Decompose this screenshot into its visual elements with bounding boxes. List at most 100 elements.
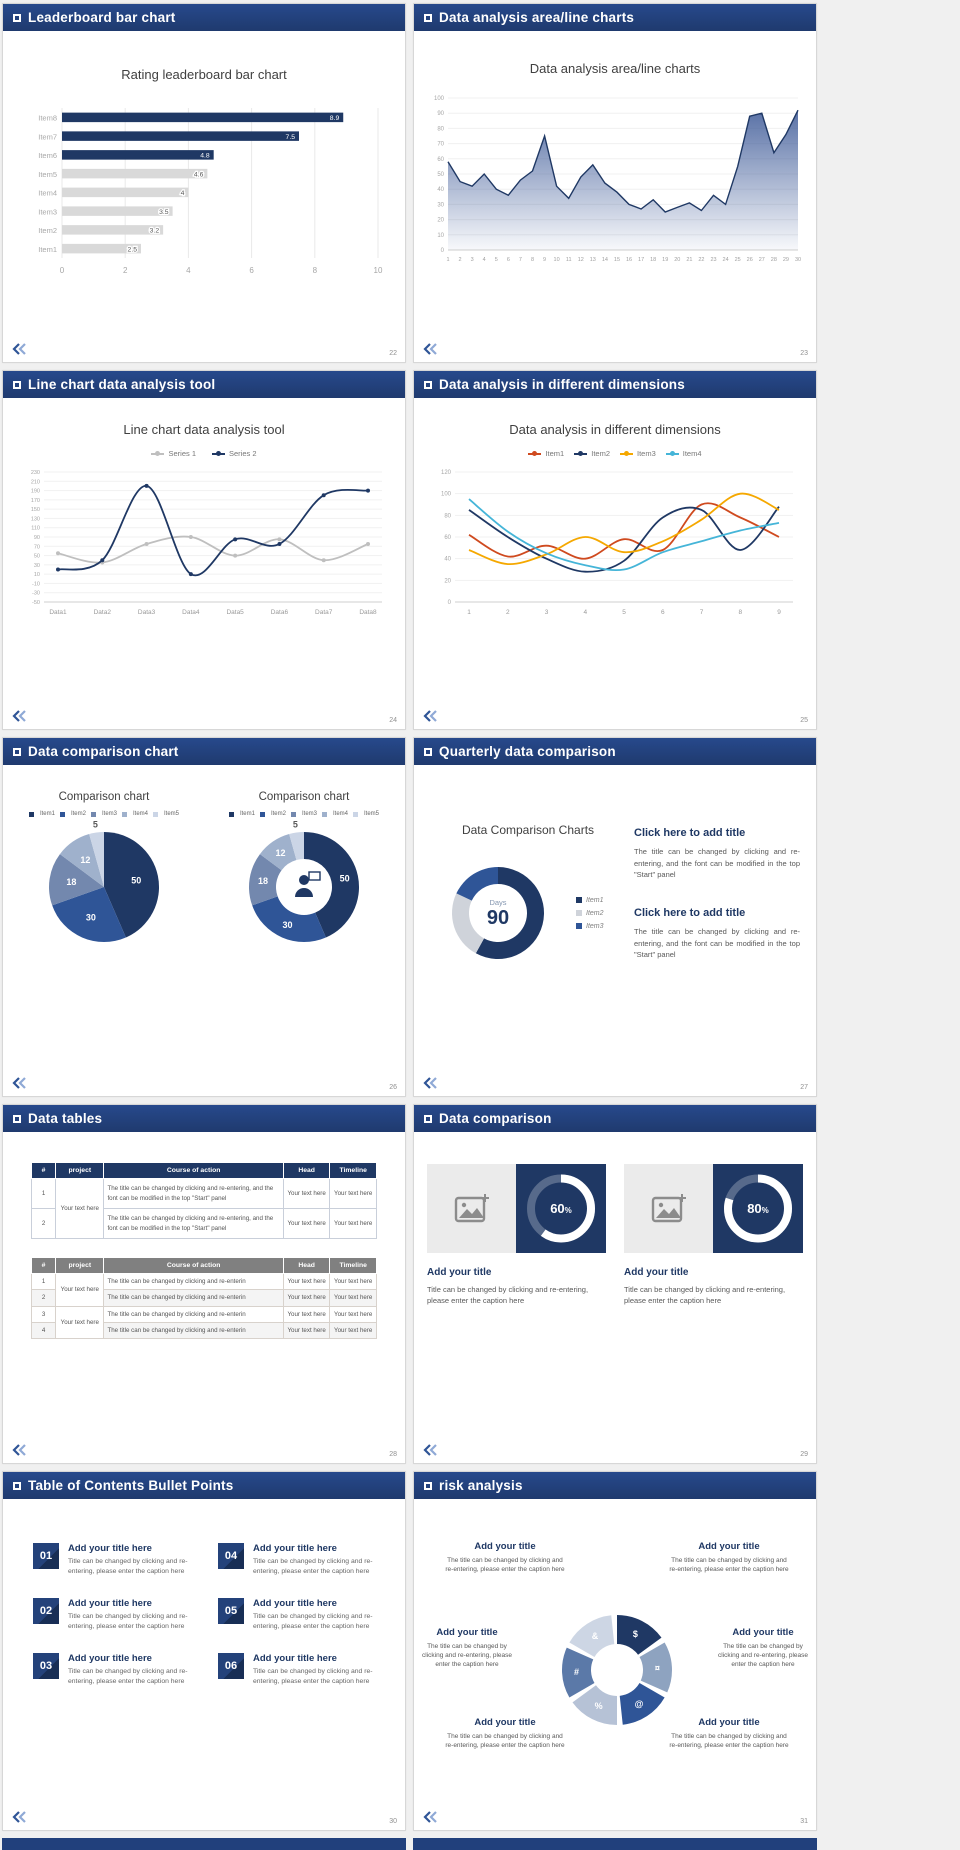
gauge-percent-label: 80% (747, 1201, 769, 1216)
slide-data-analysis-dimensions[interactable]: Data analysis in different dimensions Da… (413, 370, 817, 730)
square-bullet-icon (13, 1114, 21, 1123)
svg-text:Data4: Data4 (182, 609, 200, 616)
chart-title: Data analysis in different dimensions (509, 422, 721, 437)
slide-data-tables[interactable]: Data tables # project Course of action H… (2, 1104, 406, 1464)
table-cell: Your text here (329, 1178, 377, 1209)
svg-text:4: 4 (181, 190, 185, 197)
svg-text:70: 70 (34, 544, 40, 550)
slide-header-title: Data comparison (439, 1111, 552, 1126)
block-caption: The title can be changed by clicking and… (718, 1643, 808, 1669)
svg-text:40: 40 (444, 557, 451, 563)
table-cell: 1 (30, 1272, 57, 1291)
svg-text:30: 30 (34, 563, 40, 569)
legend-swatch (59, 811, 65, 817)
block-title: Add your title (698, 1541, 760, 1552)
table-header-row: # project Course of action Head Timeline (30, 1162, 377, 1179)
toc-number-badge: 01 (33, 1543, 59, 1569)
svg-text:50: 50 (131, 875, 141, 885)
data-table-gray: # project Course of action Head Timeline… (30, 1257, 377, 1340)
slide-data-comparison-chart[interactable]: Data comparison chart Comparison chart I… (2, 737, 406, 1097)
slide-line-chart-tool[interactable]: Line chart data analysis tool Line chart… (2, 370, 406, 730)
table-cell: 2 (30, 1208, 57, 1239)
svg-text:120: 120 (441, 470, 452, 476)
svg-text:2.5: 2.5 (128, 246, 138, 253)
risk-text-block: Add your title The title can be changed b… (416, 1627, 518, 1669)
donut-gauge-panel: Data Comparison Charts Days 90 Item1 Ite… (414, 765, 630, 987)
chart-title: Comparison chart (58, 791, 150, 803)
svg-text:20: 20 (444, 578, 451, 584)
donut-chart: 50 30 18 12 5 (249, 820, 360, 943)
coins-icon: ¤ (655, 1663, 660, 1673)
table-cell: The title can be changed by clicking and… (103, 1208, 284, 1239)
next-row-slide-partial[interactable] (2, 1838, 406, 1850)
legend-label: Item2 (591, 449, 610, 458)
table-header-cell: Course of action (103, 1162, 284, 1179)
svg-text:50: 50 (437, 172, 444, 178)
brand-logo-icon (423, 343, 437, 355)
svg-text:4: 4 (186, 266, 191, 275)
svg-text:20: 20 (674, 257, 680, 263)
slide-risk-analysis[interactable]: risk analysis $ ¤ @% # & Add your title The t… (413, 1471, 817, 1831)
slide-toc-bullet-points[interactable]: Table of Contents Bullet Points 01 Add y… (2, 1471, 406, 1831)
svg-text:230: 230 (31, 470, 40, 476)
next-row-slide-partial[interactable] (413, 1838, 817, 1850)
svg-text:Data3: Data3 (138, 609, 156, 616)
block-caption: The title can be changed by clicking and… (669, 1733, 789, 1750)
page-number: 22 (389, 350, 397, 357)
slide-area-line-charts[interactable]: Data analysis area/line charts Data anal… (413, 3, 817, 363)
toc-title: Add your title here (68, 1598, 152, 1610)
block-title: Click here to add title (634, 906, 746, 919)
slide-grid: Leaderboard bar chart Rating leaderboard… (2, 3, 817, 1831)
slide-header-bar: Data tables (3, 1105, 405, 1132)
brand-logo-icon (423, 710, 437, 722)
slide-data-comparison-gauges[interactable]: Data comparison 60% (413, 1104, 817, 1464)
table-cell: Your text here (329, 1305, 377, 1323)
chart-title: Rating leaderboard bar chart (121, 67, 287, 82)
svg-text:-30: -30 (32, 591, 40, 597)
risk-text-block: Add your title The title can be changed b… (668, 1541, 790, 1574)
table-cell: The title can be changed by clicking and… (103, 1289, 284, 1307)
square-bullet-icon (424, 1114, 432, 1123)
svg-text:30: 30 (282, 920, 292, 930)
slide-header-bar: Leaderboard bar chart (3, 4, 405, 31)
chart-legend: Item1 Item2 Item3 Item4 Item5 (8, 811, 200, 817)
legend-swatch (90, 811, 96, 817)
slide-header-bar: Data comparison (414, 1105, 816, 1132)
svg-text:26: 26 (747, 257, 753, 263)
toc-number-badge: 02 (33, 1598, 59, 1625)
svg-text:8.9: 8.9 (330, 115, 340, 122)
slide-leaderboard-bar-chart[interactable]: Leaderboard bar chart Rating leaderboard… (2, 3, 406, 363)
image-placeholder-icon (454, 1193, 489, 1222)
svg-text:3: 3 (545, 609, 549, 616)
legend-item: Item4 (322, 811, 348, 817)
svg-text:30: 30 (795, 257, 801, 263)
page-number: 29 (800, 1451, 808, 1458)
svg-text:80: 80 (437, 126, 444, 132)
toc-number-badge: 04 (218, 1543, 244, 1569)
slide-header-title: Leaderboard bar chart (28, 10, 176, 25)
svg-text:90: 90 (437, 111, 444, 117)
slide-header-title: Table of Contents Bullet Points (28, 1478, 234, 1493)
series-marker-icon (212, 451, 225, 456)
svg-text:10: 10 (554, 257, 560, 263)
user-icon: @ (635, 1699, 644, 1709)
svg-text:4.8: 4.8 (200, 153, 210, 160)
svg-text:40: 40 (437, 187, 444, 193)
table-row: 1 Your text here The title can be change… (30, 1272, 377, 1307)
svg-text:90: 90 (34, 535, 40, 541)
svg-text:190: 190 (31, 489, 40, 495)
slide-quarterly-data-comparison[interactable]: Quarterly data comparison Data Compariso… (413, 737, 817, 1097)
svg-text:Data7: Data7 (315, 609, 333, 616)
donut-chart-panel: Comparison chart Item1 Item2 Item3 Item4… (208, 791, 400, 953)
svg-text:10: 10 (437, 233, 444, 239)
page-number: 31 (800, 1818, 808, 1825)
toc-item: 03 Add your title here Title can be chang… (33, 1653, 190, 1686)
svg-text:21: 21 (686, 257, 692, 263)
legend-item: Item2 (59, 811, 86, 817)
toc-item: 04 Add your title here Title can be chang… (218, 1543, 375, 1576)
chart-legend: Series 1 Series 2 (3, 449, 405, 458)
risk-text-block: Add your title The title can be changed b… (668, 1717, 790, 1750)
svg-text:5: 5 (293, 820, 298, 830)
svg-text:50: 50 (340, 874, 350, 884)
legend-item: Item3 (620, 449, 656, 458)
